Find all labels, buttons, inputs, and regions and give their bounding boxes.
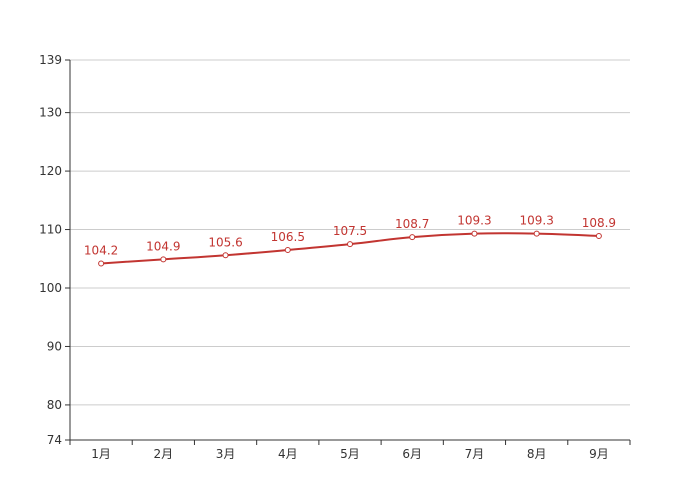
data-label: 108.7 <box>395 217 429 231</box>
data-label: 109.3 <box>457 214 491 228</box>
x-tick-label: 8月 <box>527 447 547 461</box>
x-tick-label: 9月 <box>589 447 609 461</box>
x-tick-label: 7月 <box>465 447 485 461</box>
data-point <box>347 241 353 248</box>
data-label: 105.6 <box>208 235 242 249</box>
data-point <box>160 256 167 263</box>
x-tick-label: 1月 <box>91 447 111 461</box>
y-tick-label: 74 <box>47 433 62 447</box>
y-tick-label: 130 <box>39 106 62 120</box>
grid-lines <box>70 59 630 406</box>
x-tick-label: 6月 <box>402 447 422 461</box>
axes: 74 80 90 100 110 120 130 139 1月 2月 3月 4月 5月 6月 7月 8月 9月 <box>39 53 631 461</box>
y-tick-label: 120 <box>39 164 62 178</box>
data-point <box>222 252 229 259</box>
x-tick-label: 2月 <box>154 447 174 461</box>
y-tick-label: 139 <box>39 53 62 67</box>
series-line-group <box>98 230 602 267</box>
y-tick-label: 100 <box>39 281 62 295</box>
x-tick-label: 3月 <box>216 447 236 461</box>
data-point <box>284 247 291 253</box>
data-label: 104.9 <box>146 239 180 253</box>
data-point <box>533 230 540 237</box>
x-tick-label: 4月 <box>278 447 298 461</box>
y-tick-label: 80 <box>47 398 62 412</box>
data-point <box>471 230 478 237</box>
data-point <box>595 232 602 239</box>
data-label: 109.3 <box>519 214 553 228</box>
x-tick-label: 5月 <box>340 447 360 461</box>
y-tick-label: 110 <box>39 223 62 237</box>
data-label: 108.9 <box>582 216 616 230</box>
data-label: 104.2 <box>84 243 118 257</box>
data-labels: 104.2 104.9 105.6 106.5 107.5 108.7 109.3 109.3… <box>84 214 616 258</box>
data-label: 107.5 <box>333 224 367 238</box>
y-tick-label: 90 <box>47 339 62 353</box>
data-point <box>98 260 105 267</box>
data-point <box>409 234 416 241</box>
data-label: 106.5 <box>271 230 305 244</box>
